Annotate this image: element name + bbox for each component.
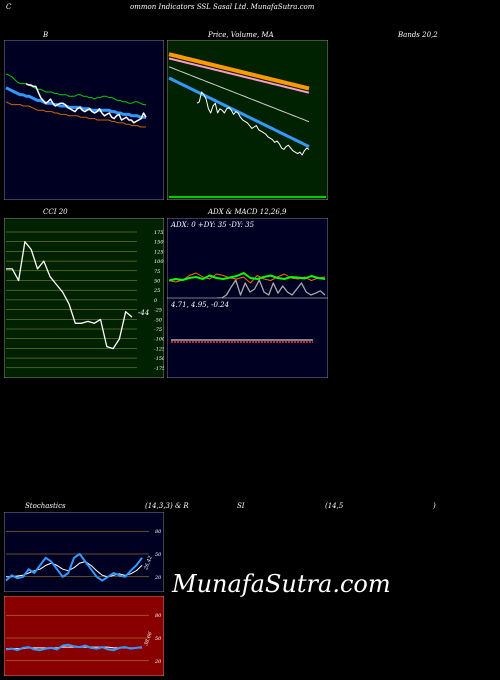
lower-band-line bbox=[5, 101, 146, 128]
cci-tick-label: 0 bbox=[154, 298, 158, 304]
adx-readout: ADX: 0 +DY: 35 -DY: 35 bbox=[170, 221, 255, 229]
cci-tick-label: 25 bbox=[153, 288, 160, 294]
cci-line bbox=[6, 241, 133, 350]
rsi-line bbox=[5, 643, 143, 652]
cci-tick-label: -75 bbox=[154, 327, 162, 333]
cci-value-label: -44 bbox=[138, 309, 149, 317]
price-volume-ma-label: Price, Volume, MA bbox=[208, 31, 274, 39]
watermark: MunafaSutra.com bbox=[172, 570, 391, 598]
stoch-k-line bbox=[5, 553, 143, 582]
cci-tick-label: 75 bbox=[154, 269, 160, 275]
cci-chart: 175 150 125 100 75 50 25 0 -25 -50 -75 -100 -125 -150… bbox=[4, 218, 164, 378]
adx-line bbox=[217, 279, 326, 298]
adx-chart: ADX: 0 +DY: 35 -DY: 35 bbox=[167, 218, 328, 298]
cci-tick-label: -100 bbox=[154, 337, 164, 343]
cci-tick-label: -150 bbox=[154, 356, 164, 362]
band-tick-label: 20 bbox=[154, 659, 162, 665]
bollinger-chart bbox=[4, 40, 164, 200]
macd-chart: 4.71, 4.95, -0.24 bbox=[167, 298, 328, 378]
stoch-params-label: (14,3,3) & R bbox=[145, 502, 189, 510]
ma-long-line bbox=[168, 52, 310, 91]
header-title-left: C bbox=[6, 3, 12, 11]
cci-tick-label: 50 bbox=[154, 279, 161, 285]
cci-tick-label: 100 bbox=[154, 259, 164, 265]
cci-tick-label: -125 bbox=[154, 346, 164, 352]
rsi-close-label: ) bbox=[433, 502, 436, 510]
cci-tick-label: 125 bbox=[154, 249, 164, 255]
middle-band-line bbox=[5, 86, 146, 119]
plus-di-line bbox=[168, 272, 326, 282]
stoch-d-line bbox=[6, 561, 143, 578]
band-tick-label: 50 bbox=[155, 552, 162, 558]
band-tick-label: 80 bbox=[155, 529, 162, 535]
rsi-chart: 80 50 20 38.66 bbox=[4, 596, 164, 676]
band-tick-label: 20 bbox=[154, 575, 162, 581]
rsi-value-label: 38.66 bbox=[143, 630, 154, 646]
stochastics-chart: 80 50 20 26,42 bbox=[4, 512, 164, 592]
stochastics-label: Stochastics bbox=[25, 502, 66, 510]
price-volume-ma-chart bbox=[167, 40, 328, 200]
cci-tick-label: 150 bbox=[154, 240, 164, 246]
cci-label: CCI 20 bbox=[43, 208, 68, 216]
cci-tick-label: -50 bbox=[154, 317, 163, 323]
bollinger-b-label: B bbox=[43, 31, 49, 39]
cci-tick-label: -25 bbox=[154, 308, 162, 314]
ma-medium-line bbox=[168, 57, 310, 94]
macd-readout: 4.71, 4.95, -0.24 bbox=[170, 301, 229, 309]
band-tick-label: 50 bbox=[155, 636, 162, 642]
cci-tick-label: -175 bbox=[154, 366, 164, 372]
stoch-value-label: 26,42 bbox=[143, 555, 154, 571]
price-line bbox=[25, 82, 147, 124]
rsi-params-label: (14,5 bbox=[325, 502, 344, 510]
adx-macd-label: ADX & MACD 12,26,9 bbox=[208, 208, 287, 216]
header-title: ommon Indicators SSL Sasal Ltd. MunafaSu… bbox=[130, 3, 315, 11]
bollinger-bands-label: Bands 20,2 bbox=[398, 31, 438, 39]
cci-tick-label: 175 bbox=[154, 230, 164, 236]
rsi-label: SI bbox=[237, 502, 245, 510]
ma-fast-line bbox=[168, 76, 310, 148]
close-price-line bbox=[196, 91, 310, 156]
ma-short-line bbox=[168, 66, 310, 123]
band-tick-label: 80 bbox=[155, 613, 162, 619]
